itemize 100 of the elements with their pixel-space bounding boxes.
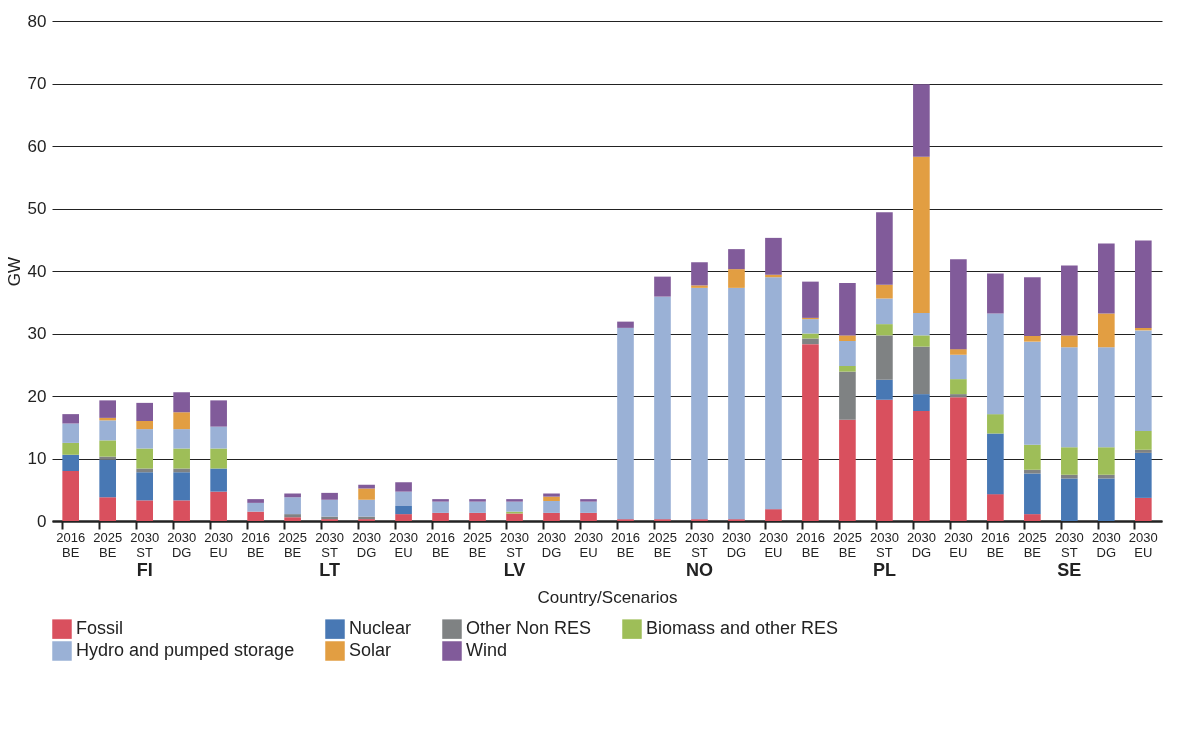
bar [913,411,930,521]
bar [173,429,190,449]
bar [950,259,967,350]
x-tick-label: 2016 BE [426,529,456,560]
bar [839,282,856,336]
bar [876,284,893,299]
y-tick-label: 70 [27,74,47,93]
x-tick-label: 2030 ST [1054,529,1084,560]
bar [358,488,375,500]
bar [1098,313,1115,348]
bar [1024,277,1041,336]
y-tick-label: 50 [27,199,47,218]
bar [99,459,116,498]
bar [1098,478,1115,521]
bar [1135,497,1152,521]
text: SE [1057,560,1082,580]
bar [728,249,745,270]
bar [987,433,1004,495]
y-tick-label: 60 [27,136,47,156]
bar [173,448,190,469]
bar [136,421,153,430]
x-tick-label: 2030 EU [943,529,973,560]
x-tick-label: 2025 BE [93,529,123,560]
bar [358,499,375,517]
bar [99,400,116,418]
bar [136,500,153,521]
bar [839,335,856,341]
x-tick-label: 2030 EU [1128,529,1158,560]
bar [950,354,967,380]
legend-label: Wind [466,640,508,660]
x-tick-label: 2025 BE [1017,529,1047,560]
y-tick-label: 30 [27,324,47,343]
x-tick-label: 2025 BE [832,529,862,560]
bar [543,501,560,513]
x-tick-label: 2030 ST [130,529,160,560]
bar [654,276,671,297]
bar [913,312,930,336]
y-tick-label: 40 [27,261,47,281]
bar [654,296,671,520]
bar [802,333,819,339]
bar [580,501,597,513]
bar [1061,474,1078,479]
bar [1024,473,1041,515]
bar [469,501,486,513]
bar [99,456,116,460]
bar [62,454,79,471]
bar [99,420,116,441]
bar [1024,444,1041,470]
bar [913,346,930,395]
bar [358,484,375,489]
bar [321,499,338,517]
bar [469,512,486,521]
bar [432,501,449,513]
bar [1135,452,1152,498]
bar [839,366,856,372]
bar [691,262,708,286]
bar [876,212,893,285]
x-tick-label: 2016 BE [611,529,640,560]
bar [506,501,523,512]
bar [395,482,412,492]
bar [62,414,79,424]
legend-label: Nuclear [349,618,412,639]
y-tick-label: 0 [37,511,47,531]
bar [1135,431,1152,450]
bar [987,494,1004,521]
bar [580,499,597,502]
bar [950,397,967,521]
x-axis-title: Country/Scenarios [537,587,678,607]
bar [950,379,967,395]
bar [987,414,1004,434]
bar [99,440,116,457]
bar [876,324,893,336]
bar [173,392,190,413]
bar [210,491,227,521]
bar [802,281,819,318]
legend-label: Biomass and other RES [646,618,839,639]
bar [839,419,856,521]
bar [1024,336,1041,342]
bar [136,472,153,501]
bar [173,472,190,501]
bar [802,319,819,334]
bar [950,394,967,398]
x-tick-label: 2030 EU [758,529,788,560]
bar [617,327,634,520]
bar [62,423,79,443]
bar [876,379,893,400]
bar [765,509,782,521]
y-axis-title: GW [4,256,24,287]
x-tick-label: 2030 EU [574,529,603,560]
bar [1061,447,1078,475]
x-tick-label: 2030 EU [389,529,419,560]
x-tick-label: 2030 DG [722,529,751,560]
bar [1024,341,1041,445]
x-tick-label: 2016 BE [241,529,271,560]
bar [247,502,264,512]
text: LT [319,560,340,580]
legend-label: Fossil [76,618,124,639]
bar [99,497,116,521]
x-tick-label: 2025 BE [648,529,677,560]
legend-label: Other Non RES [466,618,592,639]
